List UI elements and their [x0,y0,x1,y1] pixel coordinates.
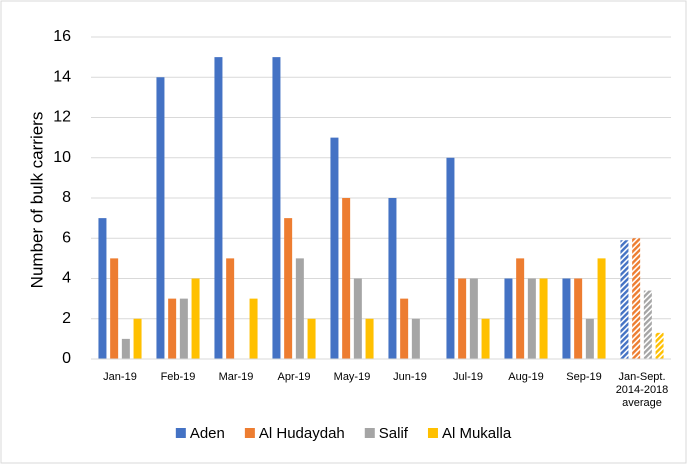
bar [597,258,606,359]
bar [330,137,339,359]
bar [226,258,235,359]
y-tick-label: 8 [62,189,71,206]
bar [527,278,536,359]
bar [272,57,281,359]
bar [574,278,583,359]
bar [156,77,165,359]
x-tick-label: Jun-19 [393,371,427,383]
y-tick-label: 16 [53,28,71,45]
bar [110,258,119,359]
bar [411,318,420,359]
bar [539,278,548,359]
bar [295,258,304,359]
bar [353,278,362,359]
bar [98,218,107,359]
bar [458,278,467,359]
y-tick-label: 10 [53,149,71,166]
y-tick-label: 6 [62,229,71,246]
legend-label: Al Hudaydah [259,425,345,442]
x-tick-label: Feb-19 [160,371,196,383]
x-tick-label: May-19 [333,371,371,383]
bar [655,332,664,359]
bar [632,238,641,359]
x-tick-label: Sep-19 [566,371,602,383]
x-tick-label: Jul-19 [453,371,483,383]
y-axis-title: Number of bulk carriers [27,112,46,289]
legend-swatch [427,428,438,438]
bar [284,218,293,359]
x-tick-label: Jan-Sept. 2014-2018 average [615,371,669,409]
bar [400,298,409,359]
bar [643,290,652,359]
bar [133,318,142,359]
y-tick-label: 0 [62,350,71,367]
bar [481,318,490,359]
legend-swatch [364,428,375,438]
bar [516,258,525,359]
bar [365,318,374,359]
bar [585,318,594,359]
bar [179,298,188,359]
x-tick-label: Jan-19 [103,371,137,383]
bar [168,298,177,359]
y-tick-label: 2 [62,310,71,327]
bar [562,278,571,359]
x-tick-label: Mar-19 [218,371,254,383]
x-tick-label: Apr-19 [277,371,311,383]
bar [620,240,629,359]
bar [469,278,478,359]
bar [191,278,200,359]
y-tick-label: 12 [53,109,71,126]
bar [504,278,513,359]
bar [121,338,130,359]
y-tick-label: 4 [62,270,71,287]
legend-label: Salif [379,425,409,442]
legend-swatch [175,428,186,438]
bar [388,198,397,359]
x-tick-label: Aug-19 [508,371,544,383]
bar [249,298,258,359]
bar [342,198,351,359]
bar [214,57,223,359]
bar [307,318,316,359]
legend-label: Al Mukalla [442,425,512,442]
legend-label: Aden [190,425,225,442]
bar [446,157,455,359]
y-tick-label: 14 [53,68,71,85]
legend-swatch [244,428,255,438]
